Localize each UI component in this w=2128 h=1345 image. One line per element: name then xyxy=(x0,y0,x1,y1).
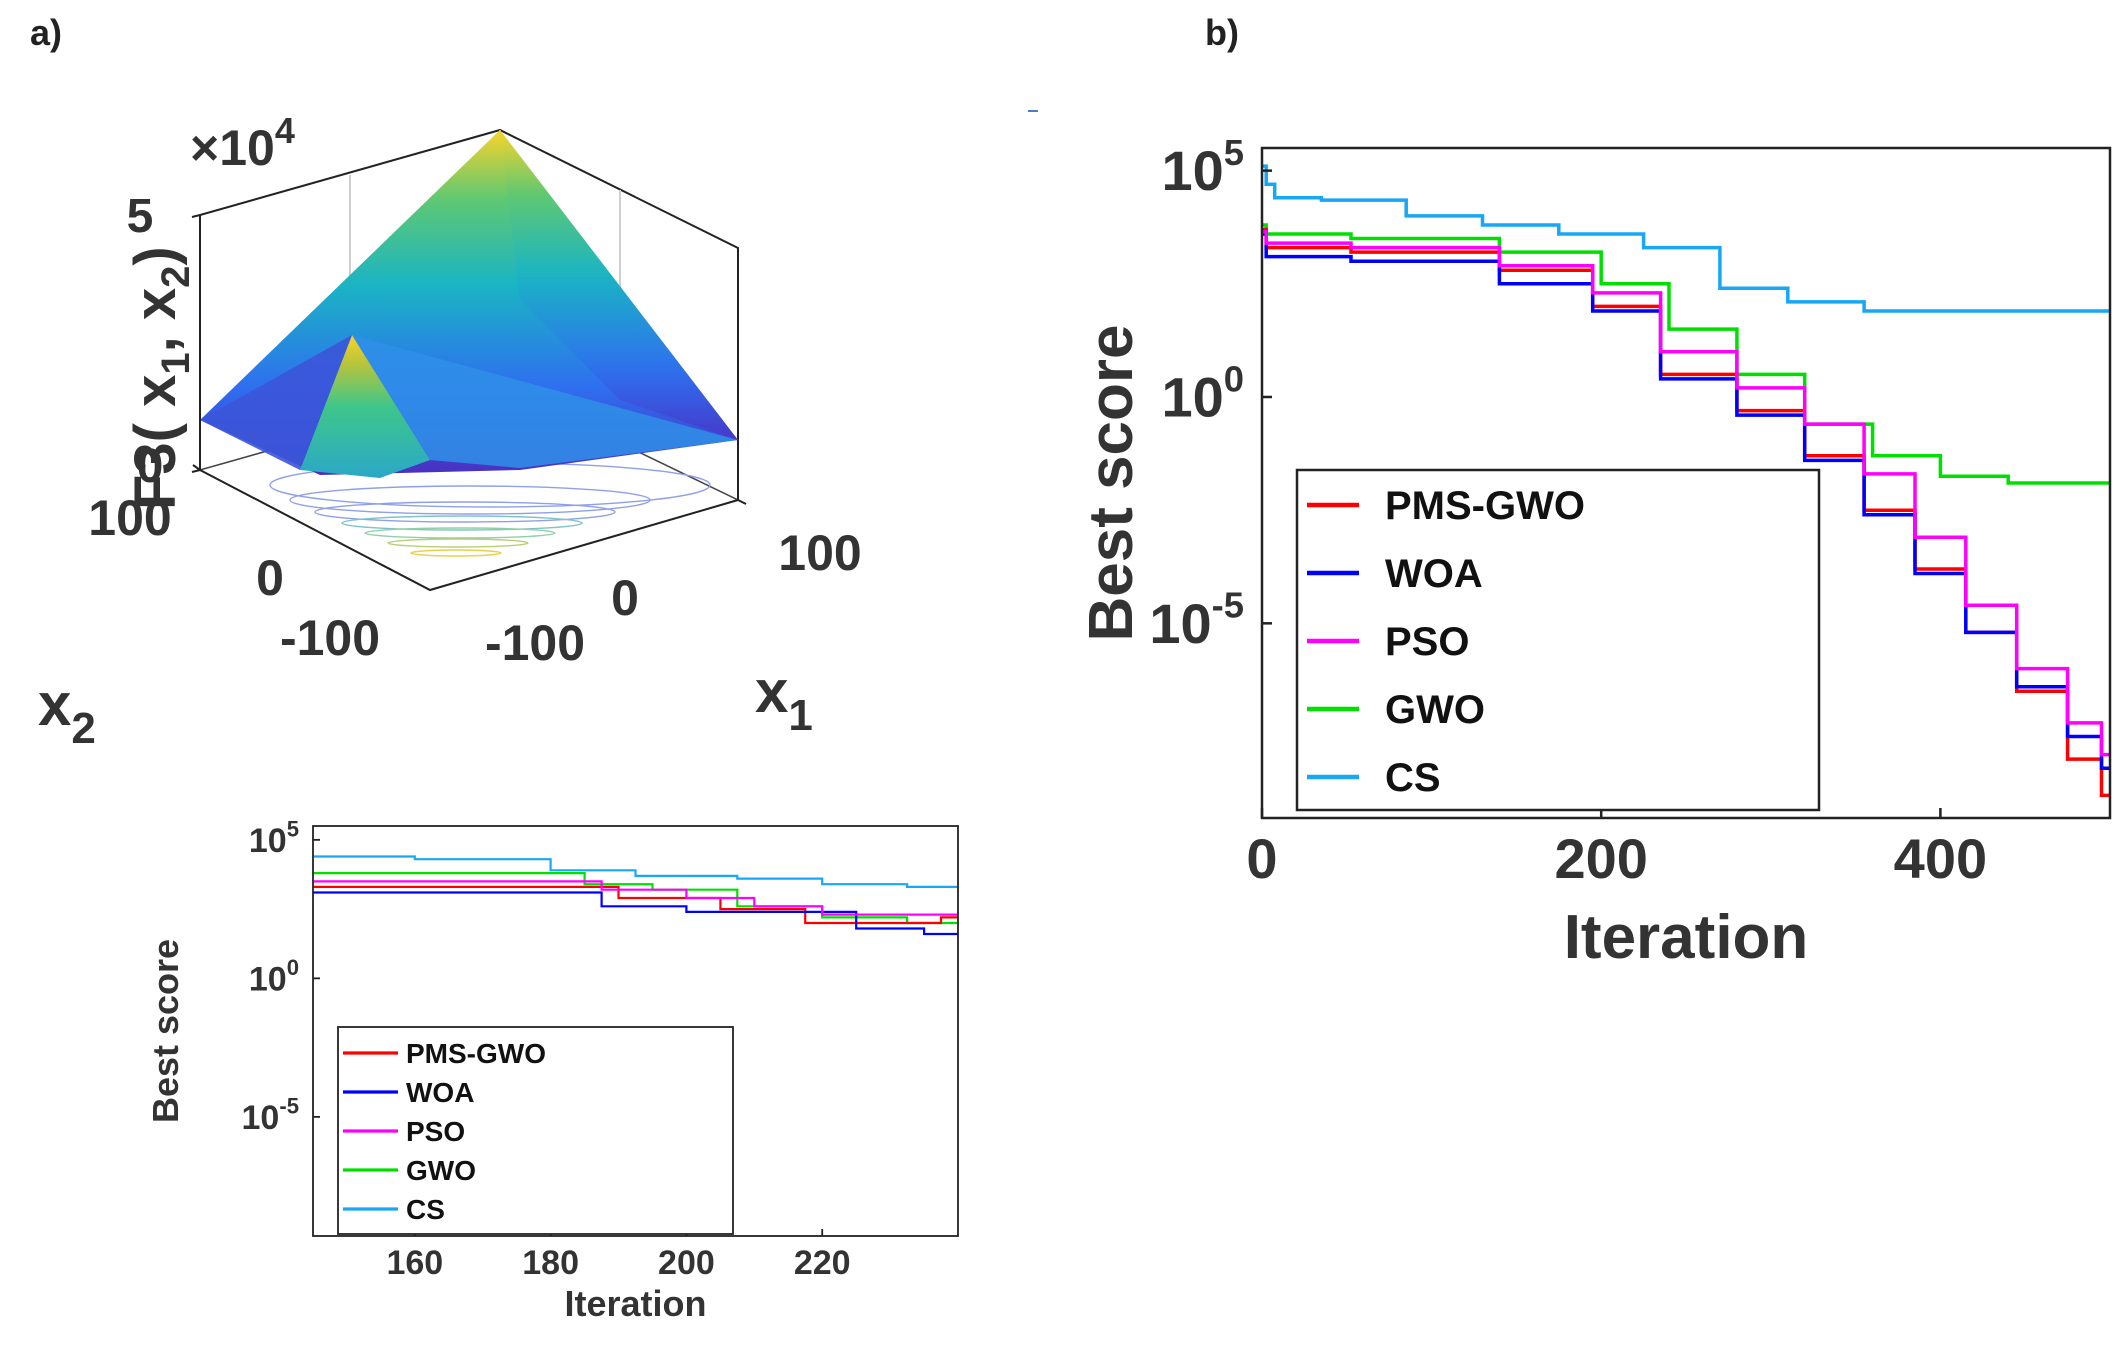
z-tick-label-5: 5 xyxy=(127,190,154,243)
x1-tick-label-100: 100 xyxy=(778,525,861,581)
x2-label-sub: 2 xyxy=(71,704,95,753)
y-tick-label: 10-5 xyxy=(242,1093,299,1136)
z-tick-label-0: 0 xyxy=(137,440,164,493)
series-line-pso xyxy=(1262,230,2110,757)
legend-label-gwo: GWO xyxy=(1385,688,1485,732)
z-label-main: F3( x xyxy=(123,375,188,510)
y-tick-label: 105 xyxy=(1161,132,1244,202)
y-tick-label: 105 xyxy=(249,816,299,859)
y-tick-label: 100 xyxy=(1161,358,1244,428)
legend-label-woa: WOA xyxy=(406,1077,474,1108)
series-line-cs xyxy=(1262,164,2110,313)
series-line-pso xyxy=(313,880,958,916)
surface-box-front xyxy=(199,469,739,592)
legend-label-pms-gwo: PMS-GWO xyxy=(406,1038,546,1069)
panel-b-label: b) xyxy=(1205,12,1239,53)
x1-tick-label-neg100: -100 xyxy=(485,615,585,671)
y-axis-label: Best score xyxy=(145,939,186,1123)
surface-right-peak xyxy=(500,130,738,440)
x2-tick-label-100: 100 xyxy=(88,490,171,546)
convergence-chart-inset: 105 100 10-5 160 180 200 220 Iteration Best scor… xyxy=(145,816,959,1324)
x2-tick-label-neg100: -100 xyxy=(280,610,380,666)
z-label-sub2: 2 xyxy=(154,266,198,288)
x1-label-sub: 1 xyxy=(788,691,812,740)
z-label-sub1: 1 xyxy=(154,352,198,374)
z-tick xyxy=(191,214,201,218)
y-tick-label: 10-5 xyxy=(1149,585,1244,655)
x-tick-label: 400 xyxy=(1894,827,1987,890)
x-tick-label: 200 xyxy=(1554,827,1647,890)
x-tick-label: 160 xyxy=(386,1244,443,1282)
legend-label-gwo: GWO xyxy=(406,1155,476,1186)
x1-tick xyxy=(737,499,747,505)
z-label-end: ) xyxy=(123,246,188,265)
x2-tick xyxy=(192,464,201,471)
y-tick-label: 100 xyxy=(249,955,299,998)
surface-plot: F3( x1, x2) ×104 5 0 100 0 -100 100 0 -1… xyxy=(38,110,862,753)
legend-label-cs: CS xyxy=(1385,756,1441,800)
z-tick xyxy=(191,469,201,473)
z-scale-exp: 4 xyxy=(275,110,295,151)
y-axis-label: Best score xyxy=(1077,324,1146,641)
series-line-cs xyxy=(313,855,958,888)
x-tick-label: 220 xyxy=(794,1244,851,1282)
series-line-pms-gwo xyxy=(313,885,958,925)
series-line-woa xyxy=(1262,232,2110,770)
x2-axis-label: x2 xyxy=(38,671,96,753)
x1-tick-label-0: 0 xyxy=(611,570,639,626)
legend-box xyxy=(337,1026,734,1235)
legend-label-pso: PSO xyxy=(406,1116,465,1147)
x2-tick-label-0: 0 xyxy=(256,550,284,606)
legend-box xyxy=(1295,468,1821,812)
surface-front-peak xyxy=(300,335,430,478)
x-axis-label: Iteration xyxy=(564,1283,706,1324)
z-scale-base: ×10 xyxy=(190,120,275,176)
stray-mark xyxy=(1028,110,1038,112)
svg-text:F3( x1, x2): F3( x1, x2) xyxy=(123,246,198,510)
legend-label-pms-gwo: PMS-GWO xyxy=(1385,484,1585,528)
x1-axis-label: x1 xyxy=(755,658,813,740)
x-tick-label: 200 xyxy=(658,1244,715,1282)
series-line-gwo xyxy=(1262,223,2110,485)
plot-frame xyxy=(312,825,959,1237)
x-tick-label: 0 xyxy=(1246,827,1277,890)
series-line-woa xyxy=(313,891,958,936)
legend-label-pso: PSO xyxy=(1385,620,1469,664)
surface-front-left xyxy=(200,335,352,470)
panel-a-label: a) xyxy=(30,12,62,53)
floor-contours xyxy=(269,462,711,557)
x-tick-label: 180 xyxy=(522,1244,579,1282)
legend-label-woa: WOA xyxy=(1385,552,1483,596)
surface-front-right xyxy=(352,335,738,468)
legend-label-cs: CS xyxy=(406,1194,445,1225)
x-axis-label: Iteration xyxy=(1564,903,1809,972)
z-label-mid: , x xyxy=(123,288,188,353)
x2-label-main: x xyxy=(38,671,71,738)
z-scale-label: ×104 xyxy=(190,110,295,176)
convergence-chart-main: 105 100 10-5 0 200 400 Iteration Best score PMS-… xyxy=(1077,132,2112,972)
z-axis-label: F3( x1, x2) xyxy=(123,246,198,510)
x1-label-main: x xyxy=(755,658,788,725)
plot-frame xyxy=(1260,146,2112,820)
series-line-gwo xyxy=(313,872,958,925)
